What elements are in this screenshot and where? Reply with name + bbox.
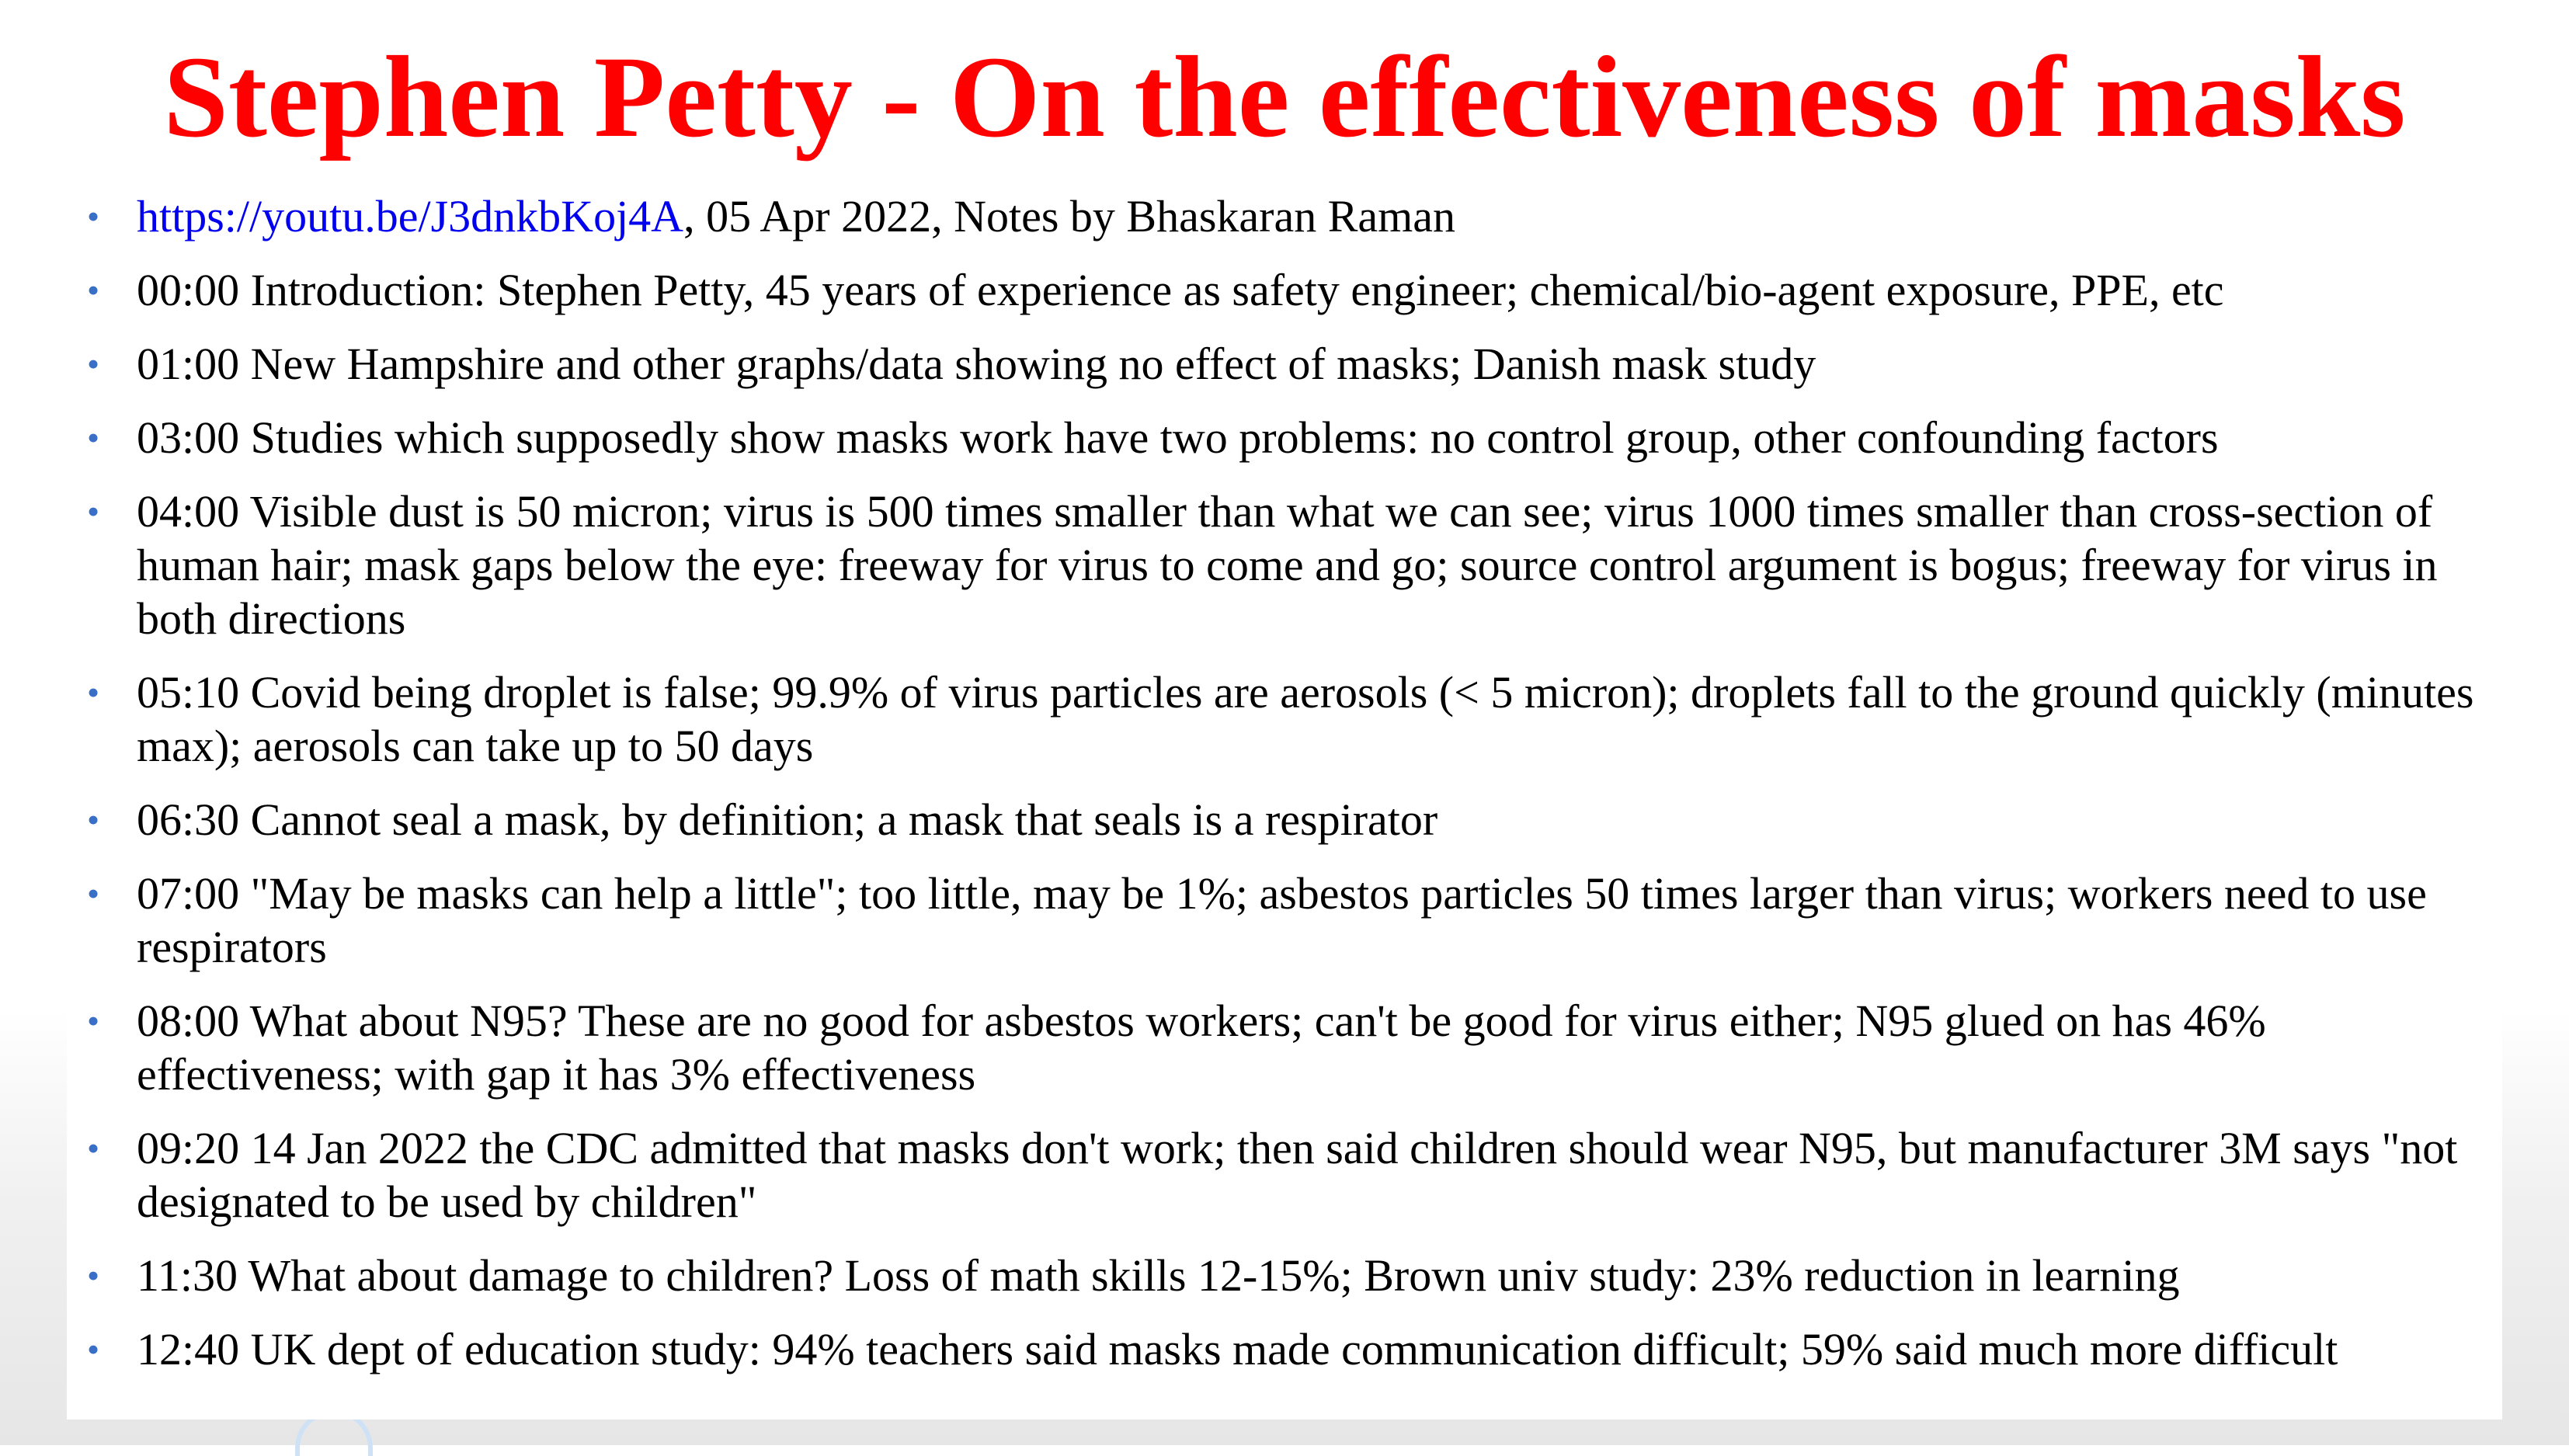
list-item-text: 08:00 What about N95? These are no good …	[137, 996, 2266, 1100]
bullet-icon: •	[87, 196, 100, 236]
bullet-icon: •	[87, 1256, 100, 1295]
list-item-text: 12:40 UK dept of education study: 94% te…	[137, 1324, 2338, 1374]
list-item: • 06:30 Cannot seal a mask, by definitio…	[67, 793, 2502, 846]
list-item-text: 03:00 Studies which supposedly show mask…	[137, 412, 2219, 463]
list-item: • 05:10 Covid being droplet is false; 99…	[67, 665, 2502, 773]
bullet-icon: •	[87, 344, 100, 384]
bullet-icon: •	[87, 672, 100, 712]
list-item-text: 01:00 New Hampshire and other graphs/dat…	[137, 339, 1816, 389]
list-item-text: 04:00 Visible dust is 50 micron; virus i…	[137, 486, 2438, 644]
bullet-icon: •	[87, 1128, 100, 1168]
bullet-icon: •	[87, 1001, 100, 1041]
bullet-icon: •	[87, 418, 100, 457]
bullet-icon: •	[87, 800, 100, 839]
list-item: • 03:00 Studies which supposedly show ma…	[67, 411, 2502, 464]
list-item: • 07:00 "May be masks can help a little"…	[67, 867, 2502, 974]
list-item-text: 09:20 14 Jan 2022 the CDC admitted that …	[137, 1123, 2458, 1227]
slide-title: Stephen Petty - On the effectiveness of …	[163, 33, 2406, 162]
list-item: • https://youtu.be/J3dnkbKoj4A, 05 Apr 2…	[67, 189, 2502, 243]
slide: Stephen Petty - On the effectiveness of …	[67, 0, 2502, 1420]
list-item-text: 05:10 Covid being droplet is false; 99.9…	[137, 667, 2474, 771]
list-item: • 08:00 What about N95? These are no goo…	[67, 994, 2502, 1101]
list-item-text: 06:30 Cannot seal a mask, by definition;…	[137, 794, 1438, 845]
list-item-text: 07:00 "May be masks can help a little"; …	[137, 868, 2427, 972]
bullet-icon: •	[87, 270, 100, 310]
list-item: • 00:00 Introduction: Stephen Petty, 45 …	[67, 263, 2502, 317]
list-item: • 09:20 14 Jan 2022 the CDC admitted tha…	[67, 1121, 2502, 1228]
bullet-icon: •	[87, 492, 100, 531]
list-item-text: 00:00 Introduction: Stephen Petty, 45 ye…	[137, 265, 2224, 315]
list-item: • 01:00 New Hampshire and other graphs/d…	[67, 337, 2502, 391]
list-item-text: 11:30 What about damage to children? Los…	[137, 1250, 2180, 1301]
list-item: • 12:40 UK dept of education study: 94% …	[67, 1322, 2502, 1376]
list-item: • 11:30 What about damage to children? L…	[67, 1249, 2502, 1302]
bullet-list: • https://youtu.be/J3dnkbKoj4A, 05 Apr 2…	[67, 189, 2502, 1396]
bullet-icon: •	[87, 1329, 100, 1369]
bullet-icon: •	[87, 874, 100, 913]
list-item: • 04:00 Visible dust is 50 micron; virus…	[67, 485, 2502, 645]
intro-text: , 05 Apr 2022, Notes by Bhaskaran Raman	[683, 191, 1455, 242]
video-link[interactable]: https://youtu.be/J3dnkbKoj4A	[137, 191, 684, 242]
